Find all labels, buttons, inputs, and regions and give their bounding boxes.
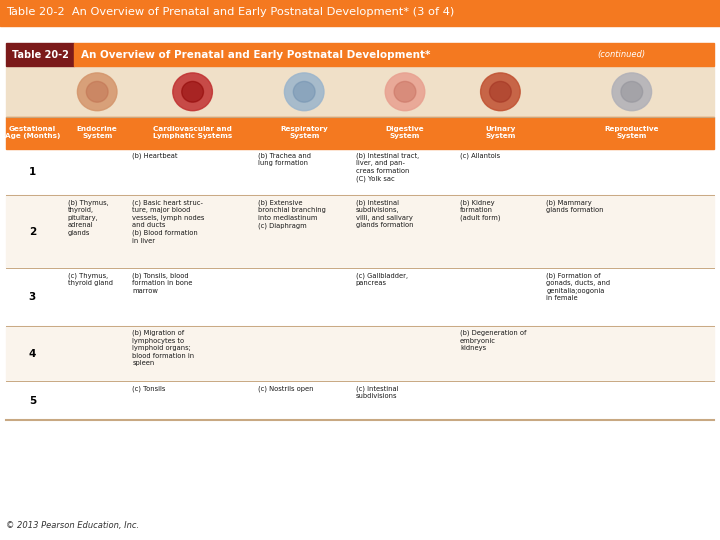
- Text: 5: 5: [29, 396, 36, 406]
- Text: Endocrine
System: Endocrine System: [77, 126, 117, 139]
- Text: Gestational
Age (Months): Gestational Age (Months): [5, 126, 60, 139]
- Text: (b) Intestinal
subdivisions,
villi, and salivary
glands formation: (b) Intestinal subdivisions, villi, and …: [356, 199, 413, 228]
- Ellipse shape: [621, 82, 643, 102]
- Text: (b) Kidney
formation
(adult form): (b) Kidney formation (adult form): [460, 199, 500, 221]
- Text: Table 20-2: Table 20-2: [12, 50, 68, 59]
- Text: Urinary
System: Urinary System: [485, 126, 516, 139]
- Text: (b) Intestinal tract,
liver, and pan-
creas formation
(C) Yolk sac: (b) Intestinal tract, liver, and pan- cr…: [356, 152, 419, 182]
- Text: (b) Heartbeat: (b) Heartbeat: [132, 152, 178, 159]
- Text: (b) Migration of
lymphocytes to
lymphoid organs;
blood formation in
spleen: (b) Migration of lymphocytes to lymphoid…: [132, 330, 194, 367]
- Bar: [6, 381, 714, 420]
- Text: Digestive
System: Digestive System: [386, 126, 424, 139]
- Ellipse shape: [385, 73, 425, 111]
- Text: 1: 1: [29, 167, 36, 177]
- Text: 2: 2: [29, 227, 36, 237]
- Text: Cardiovascular and
Lymphatic Systems: Cardiovascular and Lymphatic Systems: [153, 126, 233, 139]
- Ellipse shape: [173, 73, 212, 111]
- Text: (b) Trachea and
lung formation: (b) Trachea and lung formation: [258, 152, 312, 166]
- Text: (c) Allantois: (c) Allantois: [460, 152, 500, 159]
- Ellipse shape: [78, 73, 117, 111]
- Bar: [6, 148, 714, 195]
- Ellipse shape: [394, 82, 416, 102]
- Bar: [6, 195, 714, 268]
- Text: (continued): (continued): [598, 50, 646, 59]
- Bar: [74, 43, 714, 66]
- Ellipse shape: [612, 73, 652, 111]
- Bar: [6, 326, 714, 381]
- Text: (b) Thymus,
thyroid,
pituitary,
adrenal
glands: (b) Thymus, thyroid, pituitary, adrenal …: [68, 199, 108, 236]
- Ellipse shape: [481, 73, 521, 111]
- Ellipse shape: [181, 82, 204, 102]
- Text: Respiratory
System: Respiratory System: [280, 126, 328, 139]
- Text: Table 20-2  An Overview of Prenatal and Early Postnatal Development* (3 of 4): Table 20-2 An Overview of Prenatal and E…: [6, 8, 454, 17]
- Text: (b) Mammary
glands formation: (b) Mammary glands formation: [546, 199, 604, 213]
- Text: 3: 3: [29, 292, 36, 302]
- Text: An Overview of Prenatal and Early Postnatal Development*: An Overview of Prenatal and Early Postna…: [81, 50, 431, 59]
- Bar: [0, 0, 720, 26]
- Ellipse shape: [490, 82, 511, 102]
- Text: (b) Formation of
gonads, ducts, and
genitalia;oogonia
in female: (b) Formation of gonads, ducts, and geni…: [546, 272, 611, 301]
- Ellipse shape: [86, 82, 108, 102]
- Text: (c) Tonsils: (c) Tonsils: [132, 385, 166, 392]
- Text: (b) Degeneration of
embryonic
kidneys: (b) Degeneration of embryonic kidneys: [460, 330, 526, 352]
- Text: © 2013 Pearson Education, Inc.: © 2013 Pearson Education, Inc.: [6, 521, 139, 530]
- Bar: [6, 268, 714, 326]
- Text: (c) Nostrils open: (c) Nostrils open: [258, 385, 314, 392]
- Text: (c) Thymus,
thyroid gland: (c) Thymus, thyroid gland: [68, 272, 113, 286]
- Text: (c) Intestinal
subdivisions: (c) Intestinal subdivisions: [356, 385, 398, 399]
- Bar: [6, 68, 714, 116]
- Text: (b) Tonsils, blood
formation in bone
marrow: (b) Tonsils, blood formation in bone mar…: [132, 272, 193, 294]
- Text: Reproductive
System: Reproductive System: [605, 126, 659, 139]
- Text: (b) Extensive
bronchial branching
into mediastinum
(c) Diaphragm: (b) Extensive bronchial branching into m…: [258, 199, 326, 229]
- Text: (c) Basic heart struc-
ture, major blood
vessels, lymph nodes
and ducts
(b) Bloo: (c) Basic heart struc- ture, major blood…: [132, 199, 205, 244]
- Text: (c) Gallbladder,
pancreas: (c) Gallbladder, pancreas: [356, 272, 408, 286]
- Bar: [6, 43, 74, 66]
- Text: 4: 4: [29, 349, 36, 359]
- Ellipse shape: [293, 82, 315, 102]
- Bar: [6, 117, 714, 148]
- Ellipse shape: [284, 73, 324, 111]
